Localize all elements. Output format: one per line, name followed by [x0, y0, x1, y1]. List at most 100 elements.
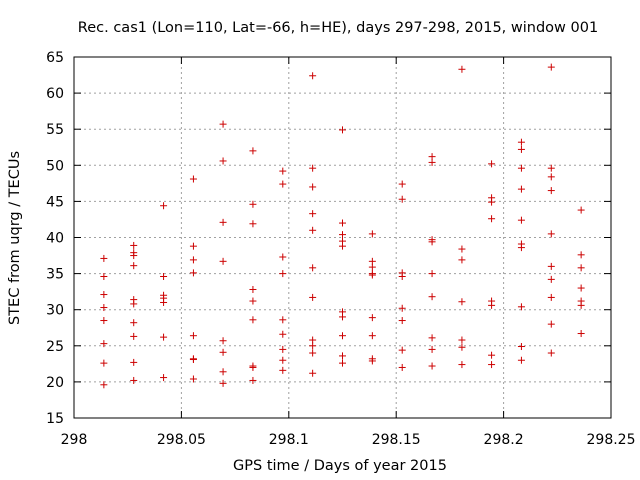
- data-point: [488, 215, 496, 223]
- data-point: [488, 361, 496, 369]
- data-point: [488, 297, 496, 305]
- data-point: [219, 379, 227, 387]
- data-point: [189, 242, 197, 250]
- data-point: [398, 317, 406, 325]
- data-point: [577, 297, 585, 305]
- data-point: [219, 337, 227, 345]
- data-point: [428, 293, 436, 301]
- x-tick-label: 298.1: [269, 432, 309, 448]
- data-point: [458, 65, 466, 73]
- data-point: [398, 195, 406, 203]
- data-point: [160, 272, 168, 280]
- data-point: [309, 349, 317, 357]
- data-point: [398, 269, 406, 277]
- y-tick-label: 50: [46, 158, 64, 174]
- data-point: [309, 183, 317, 191]
- y-tick-label: 20: [46, 375, 64, 391]
- data-point: [517, 240, 525, 248]
- x-tick-label: 298.2: [484, 432, 524, 448]
- data-point: [517, 303, 525, 311]
- data-point: [249, 200, 257, 208]
- data-point: [339, 359, 346, 367]
- data-point: [458, 298, 466, 306]
- data-point: [368, 230, 376, 238]
- x-tick-label: 298: [61, 432, 88, 448]
- data-point: [249, 147, 257, 155]
- data-point: [428, 334, 436, 342]
- data-point: [428, 270, 436, 278]
- data-point: [517, 164, 525, 172]
- data-point: [279, 180, 287, 188]
- data-point: [517, 185, 525, 193]
- data-point: [309, 210, 317, 218]
- data-point: [398, 304, 406, 312]
- axis-ticks: [73, 56, 612, 419]
- data-point: [219, 120, 227, 128]
- x-tick-label: 298.15: [372, 432, 421, 448]
- data-point: [100, 291, 108, 299]
- data-point: [398, 346, 406, 354]
- data-point: [339, 237, 346, 245]
- data-point: [309, 164, 317, 172]
- data-point: [100, 304, 108, 312]
- data-point: [339, 308, 346, 316]
- data-point: [547, 164, 555, 172]
- data-point: [547, 262, 555, 270]
- y-tick-label: 60: [46, 86, 64, 102]
- data-point: [517, 343, 525, 351]
- data-point: [547, 320, 555, 328]
- data-point: [130, 296, 138, 304]
- data-point: [160, 202, 168, 210]
- data-point: [189, 269, 197, 277]
- data-point: [458, 336, 466, 344]
- data-point: [339, 352, 346, 360]
- data-point: [130, 319, 138, 327]
- data-point: [130, 241, 138, 249]
- data-point: [309, 336, 317, 344]
- data-point: [339, 231, 346, 239]
- data-point: [100, 272, 108, 280]
- data-point: [339, 126, 346, 134]
- data-point: [547, 173, 555, 181]
- data-point: [547, 293, 555, 301]
- data-point: [279, 345, 287, 353]
- data-point: [309, 369, 317, 377]
- data-point: [100, 359, 108, 367]
- data-point: [249, 220, 257, 228]
- data-point: [100, 254, 108, 262]
- data-point: [309, 293, 317, 301]
- data-point: [279, 356, 287, 364]
- data-point: [249, 376, 257, 384]
- y-tick-label: 30: [46, 303, 64, 319]
- data-point: [547, 349, 555, 357]
- data-point: [428, 236, 436, 244]
- data-point: [279, 330, 287, 338]
- data-point: [547, 230, 555, 238]
- data-point: [488, 351, 496, 359]
- y-tick-labels: 15 20 25 30 35 40 45 50 55 60 65: [46, 50, 64, 427]
- y-tick-label: 65: [46, 50, 64, 66]
- y-tick-label: 15: [46, 411, 64, 427]
- data-point: [428, 153, 436, 161]
- data-point: [279, 270, 287, 278]
- data-point: [547, 63, 555, 71]
- data-points: [100, 63, 585, 389]
- data-point: [428, 345, 436, 353]
- data-point: [547, 275, 555, 283]
- data-point: [160, 291, 168, 299]
- data-point: [219, 368, 227, 376]
- y-tick-label: 40: [46, 231, 64, 247]
- data-point: [249, 316, 257, 324]
- data-point: [279, 366, 287, 374]
- data-point: [189, 256, 197, 264]
- data-point: [249, 285, 257, 293]
- y-axis-label: STEC from uqrg / TECUs: [7, 151, 23, 325]
- data-point: [577, 251, 585, 259]
- data-point: [458, 245, 466, 253]
- data-point: [130, 262, 138, 270]
- x-tick-labels: 298 298.05 298.1 298.15 298.2 298.25: [61, 432, 636, 448]
- data-point: [309, 72, 317, 80]
- data-point: [279, 316, 287, 324]
- data-point: [577, 206, 585, 214]
- data-point: [517, 138, 525, 146]
